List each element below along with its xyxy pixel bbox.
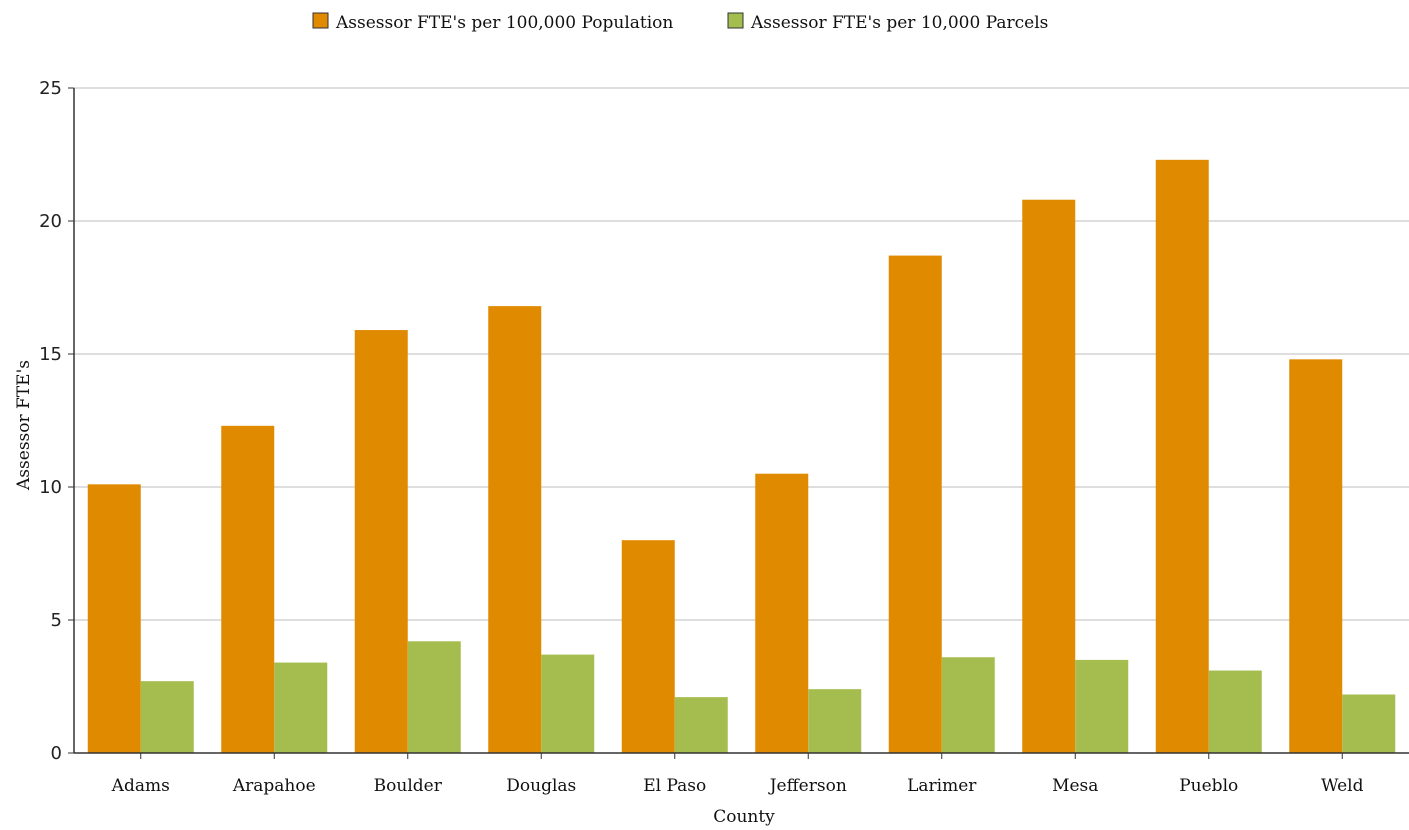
axes	[73, 88, 1409, 759]
x-category-label: Boulder	[374, 776, 443, 796]
bar-population-arapahoe	[221, 425, 275, 753]
bar-population-larimer	[888, 255, 942, 753]
bar-parcels-el-paso	[674, 697, 728, 753]
y-axis-title: Assessor FTE's	[14, 360, 34, 491]
bar-population-adams	[87, 484, 141, 753]
bar-parcels-arapahoe	[274, 662, 328, 753]
bar-parcels-jefferson	[808, 689, 862, 753]
bar-population-mesa	[1022, 199, 1076, 754]
y-tick-labels: 0 5 10 15 20 25	[39, 78, 74, 764]
bar-population-boulder	[354, 330, 408, 753]
legend-swatch-parcels	[727, 12, 744, 29]
bar-parcels-weld	[1342, 694, 1396, 753]
x-category-label: Jefferson	[768, 776, 847, 796]
bar-parcels-larimer	[941, 657, 995, 753]
x-category-label: Pueblo	[1179, 776, 1238, 796]
x-axis-title: County	[713, 807, 775, 827]
y-tick-label: 5	[51, 610, 62, 631]
x-category-label: Larimer	[907, 776, 977, 796]
bar-population-jefferson	[755, 473, 809, 753]
bar-population-douglas	[488, 306, 542, 753]
legend-label-parcels: Assessor FTE's per 10,000 Parcels	[750, 13, 1048, 33]
bar-parcels-boulder	[407, 641, 461, 753]
legend-label-population: Assessor FTE's per 100,000 Population	[335, 13, 673, 33]
y-tick-label: 25	[39, 78, 62, 99]
x-category-label: Douglas	[506, 776, 576, 796]
bar-parcels-pueblo	[1208, 670, 1262, 753]
y-tick-label: 15	[39, 344, 62, 365]
x-category-label: Arapahoe	[232, 776, 316, 796]
bar-parcels-mesa	[1075, 659, 1129, 753]
x-category-label: Weld	[1321, 776, 1364, 796]
x-category-label: El Paso	[643, 776, 706, 796]
bar-population-el-paso	[621, 540, 675, 753]
bar-parcels-douglas	[541, 654, 595, 753]
x-category-label: Mesa	[1052, 776, 1098, 796]
bar-parcels-adams	[140, 681, 194, 753]
legend-swatch-population	[312, 12, 329, 29]
x-category-labels: Adams Arapahoe Boulder Douglas El Paso Jeffer…	[111, 776, 1364, 796]
bar-population-pueblo	[1155, 159, 1209, 753]
x-category-label: Adams	[111, 776, 170, 796]
y-tick-label: 0	[51, 743, 62, 764]
legend: Assessor FTE's per 100,000 Population As…	[312, 12, 1048, 33]
y-tick-label: 10	[39, 477, 62, 498]
bars	[87, 159, 1396, 754]
bar-population-weld	[1289, 359, 1343, 753]
y-tick-label: 20	[39, 211, 62, 232]
